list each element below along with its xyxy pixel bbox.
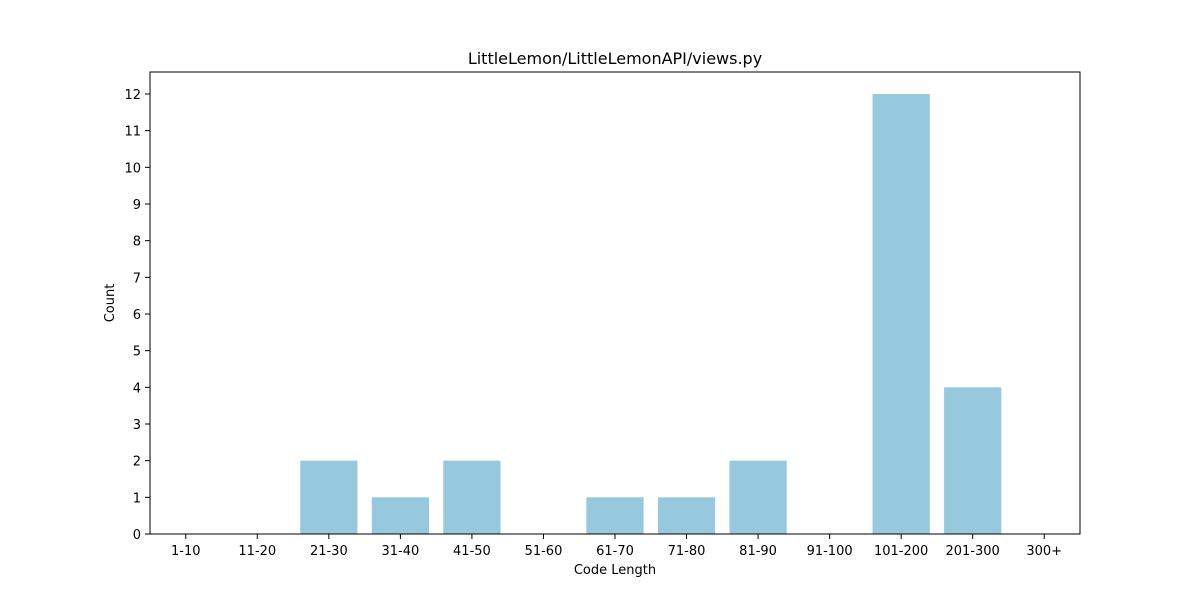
x-tick-label: 1-10 [171, 544, 201, 559]
plot-frame [149, 71, 1081, 535]
y-tick-label: 11 [124, 125, 141, 140]
y-tick-label: 3 [133, 418, 141, 433]
bar-61-70 [586, 497, 644, 534]
x-tick-label: 91-100 [807, 544, 853, 559]
x-tick-label: 11-20 [238, 544, 276, 559]
y-tick-label: 10 [124, 161, 141, 176]
y-tick-label: 7 [133, 271, 141, 286]
y-tick-label: 8 [133, 235, 141, 250]
bar-21-30 [300, 460, 358, 534]
x-tick-label: 201-300 [946, 544, 1000, 559]
x-tick-label: 300+ [1026, 544, 1062, 559]
y-axis-label: Count [103, 284, 118, 323]
y-tick-label: 6 [133, 308, 141, 323]
plot-area: 1-10 11-20 21-30 31-40 41-50 51-60 61-70 71-80 8… [124, 71, 1081, 559]
x-tick-label: 41-50 [453, 544, 491, 559]
y-tick-label: 9 [133, 198, 141, 213]
x-tick-label: 71-80 [668, 544, 706, 559]
bar-101-200 [872, 94, 930, 534]
bar-201-300 [944, 387, 1002, 534]
y-tick-label: 12 [124, 88, 141, 103]
x-tick-label: 61-70 [596, 544, 634, 559]
chart-title: LittleLemon/LittleLemonAPI/views.py [468, 49, 762, 68]
x-axis-label: Code Length [574, 563, 656, 578]
x-tick-label: 81-90 [739, 544, 777, 559]
x-tick-label: 101-200 [874, 544, 928, 559]
bar-71-80 [657, 497, 716, 534]
y-tick-label: 1 [133, 491, 141, 506]
x-tick-label: 51-60 [525, 544, 563, 559]
bar-81-90 [729, 460, 787, 534]
bar-31-40 [371, 497, 429, 534]
y-tick-label: 0 [133, 528, 141, 543]
x-tick-label: 21-30 [310, 544, 348, 559]
bar-41-50 [443, 460, 501, 534]
x-tick-label: 31-40 [381, 544, 419, 559]
y-tick-label: 4 [133, 381, 141, 396]
y-tick-label: 2 [133, 455, 141, 470]
y-tick-label: 5 [133, 345, 141, 360]
